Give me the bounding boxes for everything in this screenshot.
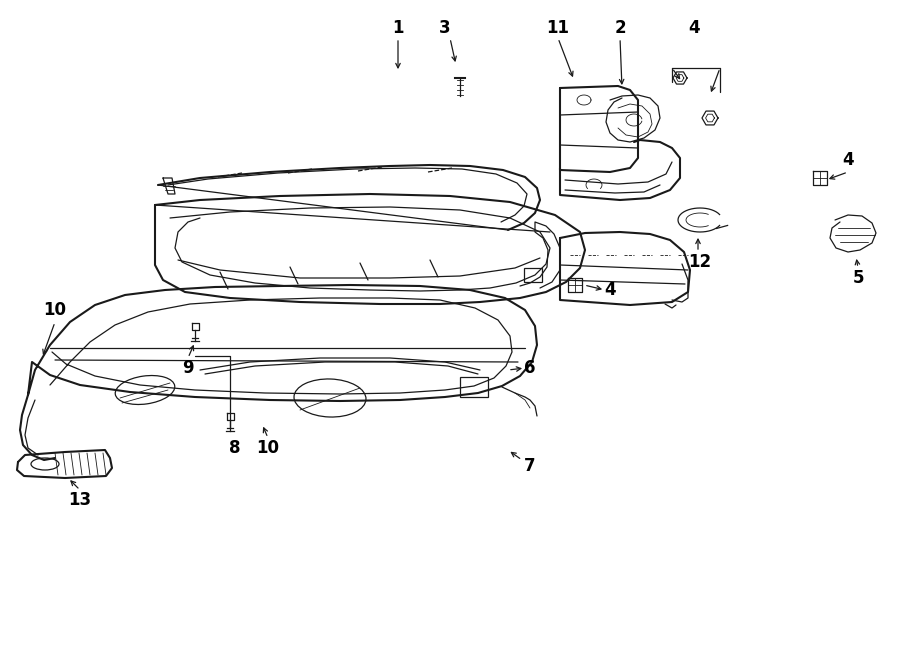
Text: 2: 2 xyxy=(614,19,626,37)
Text: 7: 7 xyxy=(524,457,536,475)
Text: 13: 13 xyxy=(68,491,92,509)
Text: 6: 6 xyxy=(524,359,536,377)
Text: 12: 12 xyxy=(688,253,712,271)
Text: 11: 11 xyxy=(546,19,570,37)
Text: 4: 4 xyxy=(842,151,854,169)
Text: 10: 10 xyxy=(256,439,280,457)
Text: 8: 8 xyxy=(230,439,241,457)
Text: 4: 4 xyxy=(688,19,700,37)
Bar xyxy=(460,377,488,397)
Text: 10: 10 xyxy=(43,301,67,319)
Bar xyxy=(524,268,542,282)
Text: 4: 4 xyxy=(604,281,616,299)
Text: 9: 9 xyxy=(182,359,194,377)
Text: 5: 5 xyxy=(852,269,864,287)
Text: 3: 3 xyxy=(439,19,451,37)
Text: 1: 1 xyxy=(392,19,404,37)
